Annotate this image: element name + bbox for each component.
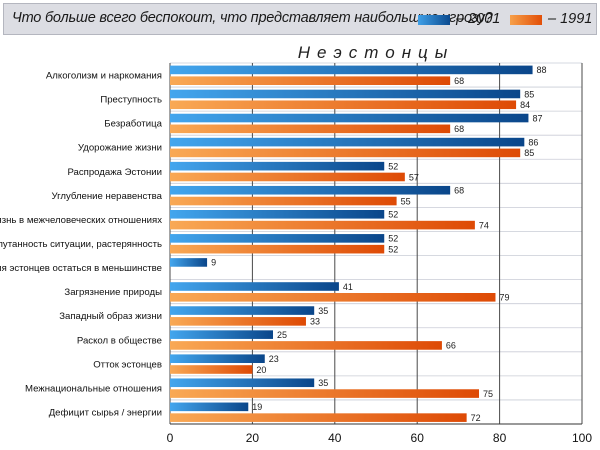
bar-2001 [170, 402, 249, 412]
bar-2001 [170, 89, 521, 99]
value-label: 88 [537, 65, 547, 75]
chart-subtitle: Неэстонцы [297, 43, 455, 62]
value-label: 23 [269, 354, 279, 364]
bar-1991 [170, 413, 467, 422]
bar-1991 [170, 341, 442, 350]
category-label: Загрязнение природы [64, 287, 162, 298]
x-tick-label: 0 [167, 431, 174, 445]
value-label: 25 [277, 330, 287, 340]
category-label: Алкоголизм и наркомания [46, 71, 162, 82]
bar-1991 [170, 124, 451, 134]
value-label: 9 [211, 258, 216, 268]
value-label: 55 [401, 196, 411, 206]
bar-2001 [170, 282, 339, 291]
legend-swatch-2001 [418, 15, 450, 25]
value-label: 19 [252, 402, 262, 412]
x-tick-label: 20 [246, 431, 260, 445]
grid-layer [169, 62, 583, 425]
value-label: 85 [524, 89, 534, 99]
bar-2001 [170, 185, 451, 195]
bar-2001 [170, 306, 315, 315]
chart-header: Что больше всего беспокоит, что представ… [3, 3, 597, 35]
bar-1991 [170, 172, 405, 182]
category-label: Запутанность ситуации, растерянность [0, 239, 162, 250]
bar-2001 [170, 65, 533, 75]
legend-label-2001: – 2001 [456, 11, 501, 27]
value-label: 86 [528, 137, 538, 147]
bar-2001 [170, 161, 385, 171]
value-label: 85 [524, 148, 534, 158]
value-label: 75 [483, 389, 493, 399]
x-tick-label: 100 [572, 431, 592, 445]
value-label: 68 [454, 124, 464, 134]
category-label: Удорожание жизни [78, 143, 162, 154]
value-label: 68 [454, 76, 464, 86]
bar-1991 [170, 293, 496, 302]
category-label: Распродажа Эстонии [67, 167, 162, 178]
category-label: Раскол в обществе [77, 335, 162, 346]
value-label: 87 [532, 113, 542, 123]
chart-title: Что больше всего беспокоит, что представ… [12, 10, 493, 26]
category-label: Углубление неравенства [51, 191, 162, 202]
category-label: Безработица [104, 119, 162, 130]
bar-2001 [170, 258, 208, 267]
value-label: 52 [388, 161, 398, 171]
value-label: 84 [520, 100, 530, 110]
bars: 8868858487688685525768555274525294179353… [170, 65, 547, 423]
category-label: Преступность [100, 95, 162, 106]
x-axis: 0 20 40 60 80 100 [167, 423, 592, 445]
value-label: 41 [343, 282, 353, 292]
bar-1991 [170, 196, 397, 206]
bar-1991 [170, 76, 451, 85]
x-tick-label: 80 [493, 431, 507, 445]
value-label: 68 [454, 186, 464, 196]
value-label: 52 [388, 210, 398, 220]
bar-2001 [170, 113, 529, 123]
category-label: Межнациональные отношения [25, 383, 162, 394]
bar-2001 [170, 137, 525, 147]
value-label: 66 [446, 341, 456, 351]
legend-label-1991: – 1991 [548, 11, 593, 27]
x-tick-label: 40 [328, 431, 342, 445]
value-label: 35 [318, 306, 328, 316]
value-label: 79 [499, 293, 509, 303]
bar-2001 [170, 210, 385, 219]
value-label: 52 [388, 244, 398, 254]
value-label: 20 [256, 365, 266, 375]
category-label: Западный образ жизни [59, 311, 162, 322]
value-label: 52 [388, 234, 398, 244]
bar-1991 [170, 148, 521, 158]
bar-1991 [170, 317, 306, 326]
bar-1991 [170, 100, 517, 110]
bar-2001 [170, 378, 315, 388]
value-label: 33 [310, 317, 320, 327]
bar-1991 [170, 389, 479, 398]
value-label: 72 [471, 413, 481, 423]
bar-1991 [170, 220, 475, 230]
category-label: Отток эстонцев [93, 359, 162, 370]
category-label: Угроза для эстонцев остаться в меньшинст… [0, 263, 162, 274]
legend-swatch-1991 [510, 15, 542, 25]
value-label: 74 [479, 220, 489, 230]
category-labels: Алкоголизм и наркомания Преступность Безра… [0, 71, 163, 419]
category-label: Дефицит сырья / энергии [49, 407, 162, 418]
x-tick-label: 60 [411, 431, 425, 445]
bar-2001 [170, 330, 273, 339]
bar-1991 [170, 244, 385, 254]
value-label: 57 [409, 172, 419, 182]
bar-2001 [170, 354, 265, 363]
bar-1991 [170, 365, 253, 374]
category-label: Неприязнь в межчеловеческих отношениях [0, 215, 162, 226]
bar-2001 [170, 234, 385, 243]
value-label: 35 [318, 378, 328, 388]
